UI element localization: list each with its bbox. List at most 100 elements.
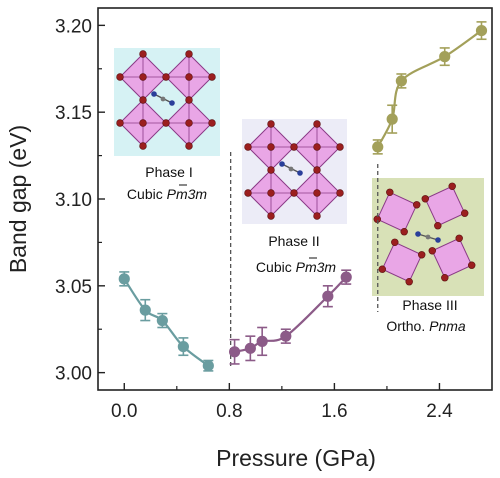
- data-point: [118, 273, 130, 285]
- atom: [162, 73, 170, 81]
- y-tick-label: 3.20: [55, 16, 92, 37]
- atom: [418, 251, 426, 259]
- atom: [267, 166, 275, 174]
- y-tick-label: 3.00: [55, 364, 92, 385]
- phase1-subtitle: Cubic Pm3m: [127, 186, 207, 202]
- atom: [336, 189, 344, 197]
- x-tick-label: 1.6: [321, 401, 347, 422]
- atom: [139, 142, 147, 150]
- phase1-inset-bg: [114, 48, 220, 156]
- series-3: [372, 21, 488, 155]
- atom: [116, 119, 124, 127]
- y-tick-label: 3.05: [55, 277, 92, 298]
- phase2-label: Phase II: [268, 233, 319, 249]
- series-line: [376, 29, 483, 148]
- atom: [290, 189, 298, 197]
- atom: [267, 212, 275, 220]
- plot-frame: [97, 7, 493, 391]
- phase3-label: Phase III: [402, 297, 457, 313]
- series-1: [118, 271, 214, 372]
- data-point: [280, 330, 292, 342]
- atom: [441, 274, 449, 282]
- nitrogen-atom: [151, 91, 157, 97]
- phase3-subtitle: Ortho. Pnma: [386, 318, 466, 334]
- atom: [336, 143, 344, 151]
- nitrogen-atom: [169, 100, 175, 106]
- nitrogen-atom: [435, 237, 441, 243]
- carbon-atom: [425, 234, 431, 240]
- data-point: [202, 360, 214, 372]
- atom: [185, 96, 193, 104]
- data-point: [340, 271, 352, 283]
- y-axis-title: Band gap (eV): [5, 125, 31, 273]
- data-point: [395, 75, 407, 87]
- data-point: [256, 335, 268, 347]
- data-point: [322, 290, 334, 302]
- atom: [455, 234, 463, 242]
- data-point: [386, 113, 398, 125]
- data-point: [177, 340, 189, 353]
- atom: [313, 212, 321, 220]
- atom: [428, 247, 436, 255]
- atom: [139, 96, 147, 104]
- data-point: [439, 51, 451, 63]
- x-axis-title: Pressure (GPa): [216, 445, 376, 471]
- atom: [405, 278, 413, 286]
- atom: [378, 265, 386, 273]
- nitrogen-atom: [279, 161, 285, 167]
- data-series: [118, 21, 488, 372]
- atom: [267, 143, 275, 151]
- perovskite-lattice: [116, 50, 216, 150]
- data-point: [372, 141, 384, 153]
- atom: [185, 73, 193, 81]
- atom: [413, 201, 421, 209]
- atom: [185, 50, 193, 58]
- atom: [391, 238, 399, 246]
- atom: [139, 50, 147, 58]
- atom: [267, 120, 275, 128]
- x-tick-label: 0.8: [216, 401, 242, 422]
- atom: [386, 188, 394, 196]
- atom: [421, 195, 429, 203]
- nitrogen-atom: [297, 170, 303, 176]
- atom: [244, 143, 252, 151]
- data-point: [244, 342, 256, 354]
- carbon-atom: [288, 166, 294, 172]
- atom: [139, 119, 147, 127]
- atom: [313, 166, 321, 174]
- data-point: [228, 346, 241, 358]
- x-tick-label: 0.0: [111, 401, 137, 422]
- atom: [208, 119, 216, 127]
- atom: [461, 209, 469, 217]
- atom: [162, 119, 170, 127]
- atom: [185, 142, 193, 150]
- carbon-atom: [160, 96, 166, 102]
- data-point: [139, 304, 151, 316]
- atom: [448, 182, 456, 190]
- phase2-subtitle: Cubic Pm3m: [256, 259, 336, 275]
- nitrogen-atom: [415, 231, 421, 237]
- atom: [400, 228, 408, 236]
- ortho-lattice: [373, 182, 476, 286]
- atom: [244, 189, 252, 197]
- data-point: [475, 24, 488, 37]
- atom: [313, 143, 321, 151]
- y-tick-label: 3.10: [55, 190, 92, 211]
- atom: [468, 261, 476, 269]
- perovskite-lattice: [244, 120, 344, 220]
- atom: [313, 120, 321, 128]
- atom: [116, 73, 124, 81]
- axis-ticks: 0.0 0.8 1.6 2.4 3.00 3.05 3.10 3.15 3.20: [55, 16, 453, 422]
- x-tick-label: 2.4: [426, 401, 453, 422]
- atom: [313, 189, 321, 197]
- y-tick-label: 3.15: [55, 103, 92, 124]
- series-line: [234, 276, 348, 353]
- atom: [290, 143, 298, 151]
- atom: [434, 222, 442, 230]
- data-point: [156, 314, 168, 327]
- phase1-label: Phase I: [145, 164, 192, 180]
- atom: [139, 73, 147, 81]
- atom: [208, 73, 216, 81]
- crystal-structures: [116, 50, 476, 286]
